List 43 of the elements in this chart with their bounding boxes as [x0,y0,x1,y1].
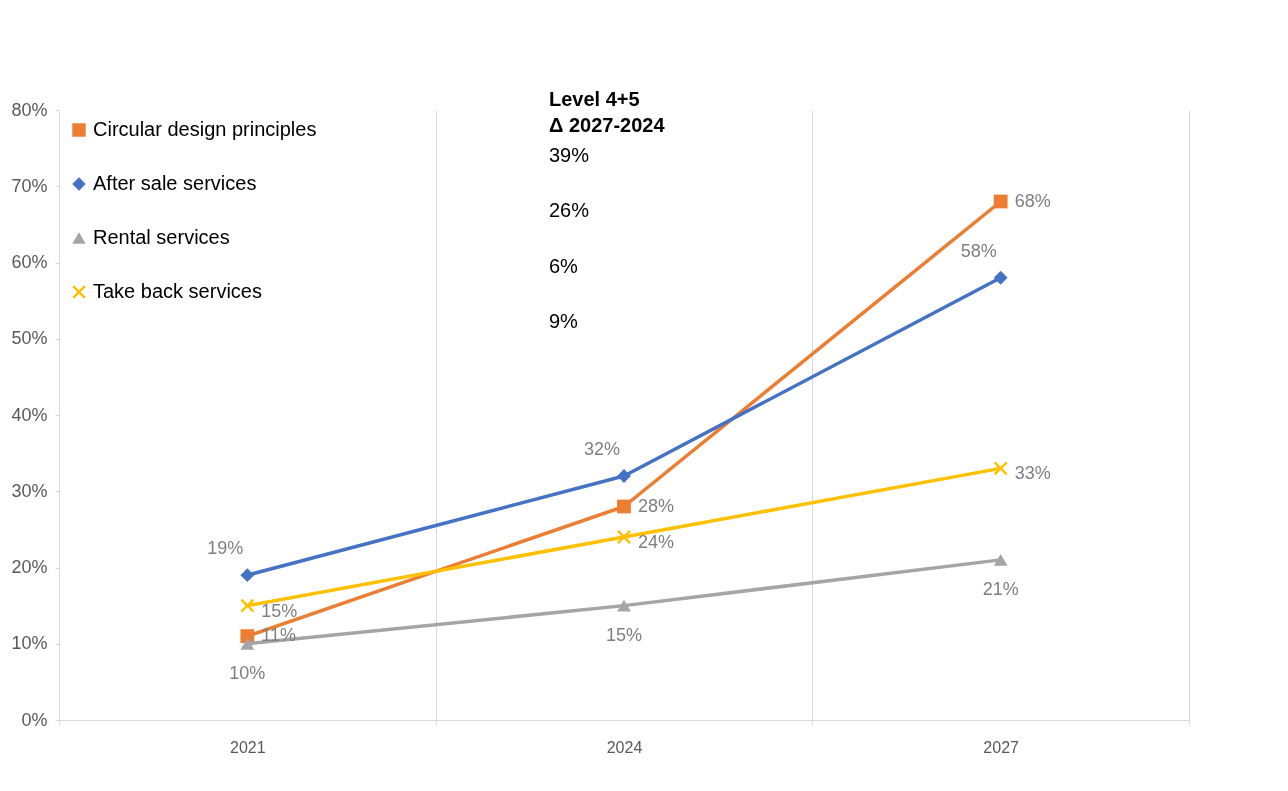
data-label: 15% [261,600,298,621]
data-label: 15% [605,624,643,645]
data-label: 68% [1014,190,1051,211]
point [240,568,255,583]
data-label: 32% [583,439,621,459]
y-tick-label: 70% [11,175,48,196]
point [993,194,1008,209]
legend-label: Circular design principles [93,118,317,140]
point [240,637,255,650]
annotation: 26% [549,199,590,221]
annotation: 39% [549,144,590,166]
x-tick-label: 2021 [230,738,266,756]
y-tick-label: 80% [11,99,48,120]
y-tick-label: 40% [11,404,48,425]
data-label: 24% [638,532,675,552]
data-label: 19% [207,538,244,559]
text: Level 4+5 [549,88,640,110]
data-label: 10% [229,662,266,683]
point [993,270,1008,285]
data-label: 28% [638,495,675,516]
point [240,598,255,613]
y-tick-label: 0% [21,709,48,730]
y-tick-label: 30% [11,480,48,501]
point [617,530,631,544]
legend-label: Take back services [93,280,262,302]
point [993,553,1008,566]
data-label: 21% [982,578,1019,599]
legend-label: Rental services [93,226,230,248]
y-tick-label: 10% [11,633,48,654]
y-tick-label: 60% [11,252,48,272]
data-label: 33% [1014,463,1051,484]
annotation: 6% [549,255,579,277]
data-label: 58% [960,240,997,261]
x-tick-label: 2027 [983,738,1020,756]
point [617,599,631,612]
y-tick-label: 50% [11,328,48,349]
point [617,499,631,514]
x-tick-label: 2024 [606,738,643,756]
legend-label: After sale services [93,172,257,194]
annotation: Δ 2027-2024 [549,114,666,136]
y-tick-label: 20% [11,557,48,577]
annotation: 9% [549,310,579,332]
point [993,461,1008,476]
